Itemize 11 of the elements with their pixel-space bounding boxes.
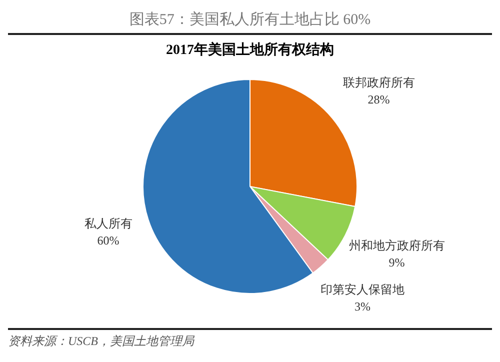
data-label: 60% <box>97 234 120 248</box>
slice-label: 州和地方政府所有 <box>348 238 445 252</box>
chart-title: 图表57：美国私人所有土地占比 60% <box>8 8 492 35</box>
slice-label: 联邦政府所有 <box>342 76 415 90</box>
data-label: 28% <box>368 92 390 107</box>
data-label: 3% <box>354 299 371 314</box>
slice-label: 私人所有 <box>84 216 132 231</box>
chart-subtitle: 2017年美国土地所有权结构 <box>165 41 335 59</box>
data-label: 9% <box>388 255 405 270</box>
slice-label: 印第安人保留地 <box>320 282 405 296</box>
text: 资料来源：USCB，美国土地管理局 <box>8 333 196 350</box>
